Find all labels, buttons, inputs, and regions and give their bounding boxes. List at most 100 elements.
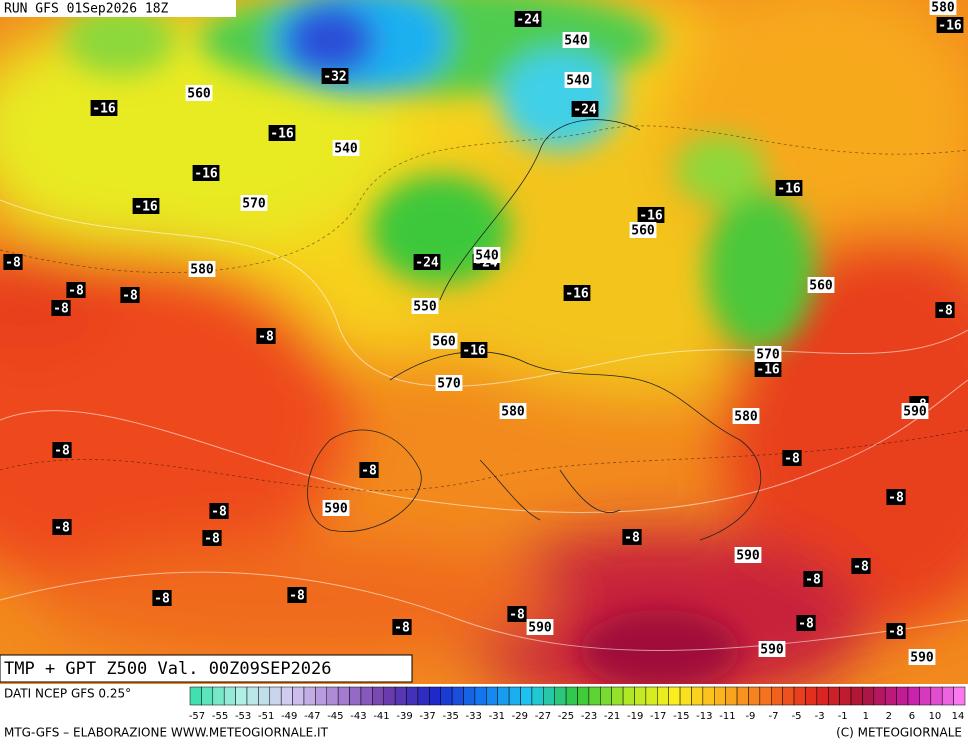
temperature-label: -8: [152, 590, 172, 607]
temperature-label: -8: [51, 300, 71, 317]
temperature-text: -8: [68, 284, 84, 299]
label-box: [188, 261, 216, 277]
colorbar-swatch: [873, 686, 886, 706]
height-text: 570: [437, 377, 461, 392]
height-text: 540: [334, 142, 358, 157]
colorbar-label: -5: [792, 711, 802, 722]
temperature-text: -24: [415, 256, 439, 271]
colorbar-swatch: [714, 686, 726, 706]
temperature-label: -24: [571, 101, 599, 118]
label-box: [807, 277, 835, 293]
temperature-text: -8: [5, 256, 21, 271]
temperature-label: -8: [120, 287, 140, 304]
temperature-text: -8: [289, 589, 305, 604]
label-box: [268, 125, 296, 141]
colorbar-label: -53: [235, 711, 251, 722]
temperature-label: -8: [52, 519, 72, 536]
temperature-label: -8: [3, 254, 23, 271]
colorbar-label: -33: [466, 711, 482, 722]
colorbar-swatch: [326, 686, 339, 706]
colorbar-swatch: [337, 686, 350, 706]
colorbar-label: -13: [696, 711, 712, 722]
colorbar-label: -51: [258, 711, 274, 722]
height-text: 580: [931, 1, 955, 16]
colorbar-swatch: [793, 686, 806, 706]
colorbar-label: -55: [212, 711, 228, 722]
colorbar-swatch: [258, 686, 271, 706]
label-box: [411, 298, 439, 314]
temperature-label: -8: [851, 558, 871, 575]
label-box: [52, 519, 72, 535]
temperature-text: -16: [462, 344, 486, 359]
temperature-text: -24: [516, 13, 540, 28]
temperature-label: -8: [886, 623, 906, 640]
colorbar-swatch: [474, 686, 487, 706]
temperature-text: -8: [53, 302, 69, 317]
label-box: [775, 180, 803, 196]
height-text: 570: [756, 348, 780, 363]
colorbar-swatch: [463, 686, 476, 706]
colorbar-label: -25: [558, 711, 574, 722]
title-box: [0, 654, 413, 683]
colorbar-swatch: [782, 686, 795, 706]
label-box: [732, 408, 760, 424]
temperature-label: -32: [321, 68, 349, 85]
label-box: [256, 328, 276, 344]
colorbar-label: -19: [627, 711, 643, 722]
colorbar-swatch: [520, 686, 533, 706]
colorbar-label: -27: [535, 711, 551, 722]
height-label: 570: [435, 375, 463, 392]
height-label: 580: [732, 408, 760, 425]
temperature-text: -16: [565, 287, 589, 302]
height-text: 580: [501, 405, 525, 420]
colorbar-swatch: [212, 686, 225, 706]
colorbar-swatch: [645, 686, 658, 706]
temperature-text: -32: [323, 70, 346, 85]
colorbar-swatch: [816, 686, 829, 706]
label-box: [132, 198, 160, 214]
temperature-label: -16: [460, 342, 488, 359]
colorbar-swatch: [577, 686, 590, 706]
colorbar-swatch: [565, 686, 578, 706]
label-box: [935, 302, 955, 318]
colorbar-swatch: [725, 686, 738, 706]
label-box: [473, 247, 501, 263]
temperature-text: -16: [938, 19, 962, 34]
height-label: 560: [430, 333, 458, 350]
height-text: 590: [760, 643, 784, 658]
temperature-label: -8: [52, 442, 72, 459]
colorbar-swatch: [303, 686, 316, 706]
label-box: [758, 641, 786, 657]
colorbar-swatch: [235, 686, 248, 706]
colorbar-label: -11: [719, 711, 735, 722]
temperature-text: -8: [888, 625, 904, 640]
temperature-text: -16: [194, 167, 218, 182]
label-box: [152, 590, 172, 606]
label-box: [622, 529, 642, 545]
temperature-label: -16: [268, 125, 296, 142]
temperature-text: -8: [211, 505, 227, 520]
temperature-text: -8: [888, 491, 904, 506]
colorbar-label: -21: [604, 711, 620, 722]
label-box: [507, 606, 527, 622]
height-text: 590: [736, 549, 760, 564]
temperature-text: -8: [509, 608, 525, 623]
map-title: TMP + GPT Z500 Val. 00Z09SEP2026: [4, 659, 332, 679]
height-text: 540: [475, 249, 499, 264]
colorbar-swatch: [280, 686, 293, 706]
colorbar-swatch: [896, 686, 909, 706]
label-box: [929, 0, 957, 15]
label-box: [240, 195, 268, 211]
temperature-label: -8: [392, 619, 412, 636]
temperature-label: -8: [803, 571, 823, 588]
label-box: [754, 346, 782, 362]
temperature-label: -8: [782, 450, 802, 467]
credit-label: MTG-GFS – ELABORAZIONE WWW.METEOGIORNALE…: [4, 726, 329, 740]
label-box: [287, 587, 307, 603]
header-box: [0, 0, 236, 17]
colorbar: -57 -55 -53 -51 -49 -47 -45 -43 -41 -39 -37 -35 -33-…: [189, 686, 966, 722]
height-label: 540: [562, 32, 590, 49]
colorbar-swatch: [622, 686, 635, 706]
label-box: [754, 361, 782, 377]
label-box: [413, 254, 441, 270]
